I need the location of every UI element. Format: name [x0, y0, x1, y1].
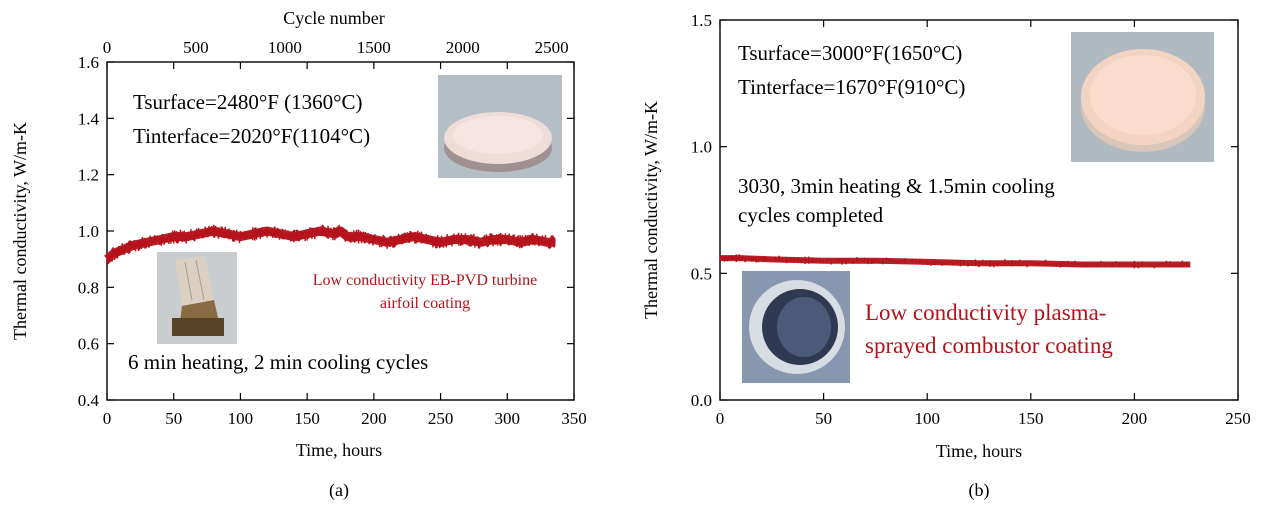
- cycles-label-a: 6 min heating, 2 min cooling cycles: [128, 350, 428, 374]
- y-tick-label: 1.2: [78, 166, 99, 185]
- panel-label-b: (b): [969, 480, 990, 501]
- tinterface-label-a: Tinterface=2020°F(1104°C): [133, 124, 370, 148]
- x-tick-label: 100: [914, 409, 940, 428]
- axis-ticks-a: 0 50 100 150 200 250 300 350 0.4 0.6 0.8 1.0 1.2 1.4 1…: [78, 38, 587, 428]
- combustor-liner-photo: [742, 271, 850, 383]
- top-tick-label: 1000: [268, 38, 302, 57]
- x-tick-label: 350: [561, 409, 587, 428]
- plot-frame-b: [719, 19, 1239, 401]
- x-tick-label: 0: [716, 409, 725, 428]
- x-tick-label: 100: [228, 409, 254, 428]
- x-tick-label: 250: [1225, 409, 1251, 428]
- x-tick-label: 200: [361, 409, 387, 428]
- x-tick-label: 50: [815, 409, 832, 428]
- x-tick-label: 200: [1122, 409, 1148, 428]
- panel-label-a: (a): [329, 480, 349, 501]
- x-axis-title-b: Time, hours: [936, 441, 1022, 461]
- coating-label-a-line1: Low conductivity EB-PVD turbine: [313, 272, 537, 289]
- x-tick-label: 150: [1018, 409, 1044, 428]
- coating-disk-photo: [1071, 32, 1214, 162]
- top-tick-label: 2500: [535, 38, 569, 57]
- y-tick-label: 1.6: [78, 53, 99, 72]
- y-tick-label: 1.4: [78, 109, 100, 128]
- y-tick-label: 0.5: [691, 264, 712, 283]
- axis-ticks-b: 0 50 100 150 200 250 0.0 0.5 1.0 1.5: [691, 11, 1251, 428]
- series-noise: [719, 254, 1188, 269]
- y-tick-label: 0.8: [78, 278, 99, 297]
- tsurface-label-b: Tsurface=3000°F(1650°C): [738, 41, 962, 65]
- coating-label-b-line1: Low conductivity plasma-: [865, 300, 1106, 325]
- tsurface-label-a: Tsurface=2480°F (1360°C): [133, 90, 363, 114]
- y-tick-label: 1.5: [691, 11, 712, 30]
- y-tick-label: 0.6: [78, 335, 99, 354]
- cycles-label-b-line1: 3030, 3min heating & 1.5min cooling: [738, 174, 1055, 198]
- coating-label-a-line2: airfoil coating: [380, 295, 470, 312]
- cycles-label-b-line2: cycles completed: [738, 203, 884, 227]
- top-tick-label: 500: [183, 38, 209, 57]
- x-tick-label: 150: [294, 409, 320, 428]
- x-tick-label: 300: [495, 409, 521, 428]
- top-tick-label: 0: [103, 38, 112, 57]
- tinterface-label-b: Tinterface=1670°F(910°C): [738, 75, 965, 99]
- coating-label-b-line2: sprayed combustor coating: [865, 333, 1113, 358]
- top-tick-label: 2000: [446, 38, 480, 57]
- y-axis-title-b: Thermal conductivity, W/m-K: [641, 101, 661, 319]
- x-tick-label: 250: [428, 409, 454, 428]
- x-tick-label: 0: [103, 409, 112, 428]
- series-a: [104, 224, 556, 265]
- x-tick-label: 50: [165, 409, 182, 428]
- y-tick-label: 0.4: [78, 391, 100, 410]
- panel-b: 0 50 100 150 200 250 0.0 0.5 1.0 1.5 Tsurface=300…: [641, 11, 1251, 501]
- x-axis-title-a: Time, hours: [296, 440, 382, 460]
- y-tick-label: 0.0: [691, 391, 712, 410]
- top-axis-title-a: Cycle number: [283, 8, 384, 28]
- series-noise: [106, 224, 556, 265]
- y-tick-label: 1.0: [78, 222, 99, 241]
- coating-disk-photo: [438, 75, 562, 178]
- panel-a: 0 50 100 150 200 250 300 350 0.4 0.6 0.8 1.0 1.2 1.4 1…: [10, 8, 587, 501]
- turbine-blade-photo: [157, 252, 237, 344]
- series-b: [719, 254, 1191, 269]
- y-tick-label: 1.0: [691, 138, 712, 157]
- top-tick-label: 1500: [357, 38, 391, 57]
- y-axis-title-a: Thermal conductivity, W/m-K: [10, 122, 30, 340]
